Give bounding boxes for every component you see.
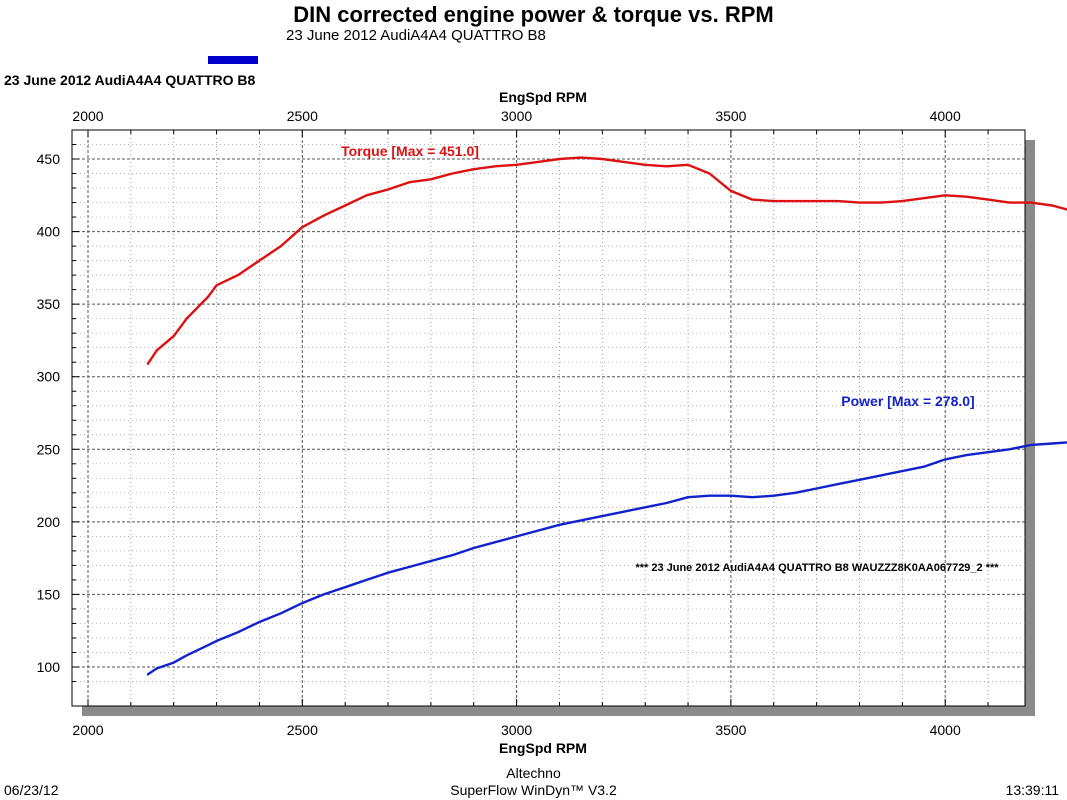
y-tick-label: 450 [37,151,61,167]
footer-software: SuperFlow WinDyn™ V3.2 [450,782,617,798]
chart-subtitle: 23 June 2012 AudiA4A4 QUATTRO B8 [286,27,546,44]
chart-annotation: *** 23 June 2012 AudiA4A4 QUATTRO B8 WAU… [635,562,999,574]
y-tick-label: 350 [37,296,61,312]
chart-title: DIN corrected engine power & torque vs. … [293,2,774,27]
power-series-label: Power [Max = 278.0] [841,393,974,409]
x-tick-label: 3000 [501,722,532,738]
x-tick-labels-top: 200025003000350040004500500055006000 [72,108,961,124]
x-tick-label: 2500 [287,722,318,738]
series-group [146,156,1067,676]
y-tick-labels: 100 150 200 250 300 350 400 450 [37,151,61,675]
torque-series-label: Torque [Max = 451.0] [341,143,479,159]
footer-date: 06/23/12 [4,782,59,798]
x-tick-label: 2000 [72,108,103,124]
x-tick-label: 2000 [72,722,103,738]
legend-swatch [208,56,258,64]
y-tick-label: 250 [37,441,61,457]
x-tick-label: 3500 [715,722,746,738]
y-tick-label: 200 [37,514,61,530]
x-tick-label: 4000 [930,108,961,124]
y-tick-label: 400 [37,224,61,240]
x-tick-labels-bottom: 200025003000350040004500500055006000 [72,722,961,738]
legend-label: 23 June 2012 AudiA4A4 QUATTRO B8 [4,72,256,88]
x-axis-label-top: EngSpd RPM [499,89,587,105]
ticks [72,130,989,706]
footer-company: Altechno [506,765,561,781]
y-tick-label: 100 [37,659,61,675]
plot-area [71,129,1026,707]
x-axis-label-bottom: EngSpd RPM [499,740,587,756]
footer-time: 13:39:11 [1005,782,1059,798]
y-tick-label: 150 [37,586,61,602]
torque-line [146,156,1067,365]
x-tick-label: 3500 [715,108,746,124]
chart: 200025003000350040004500500055006000 200… [37,89,1067,756]
x-tick-label: 2500 [287,108,318,124]
y-tick-label: 300 [37,369,61,385]
grid [72,130,1025,706]
x-tick-label: 3000 [501,108,532,124]
power-line [146,441,1067,676]
x-tick-label: 4000 [930,722,961,738]
